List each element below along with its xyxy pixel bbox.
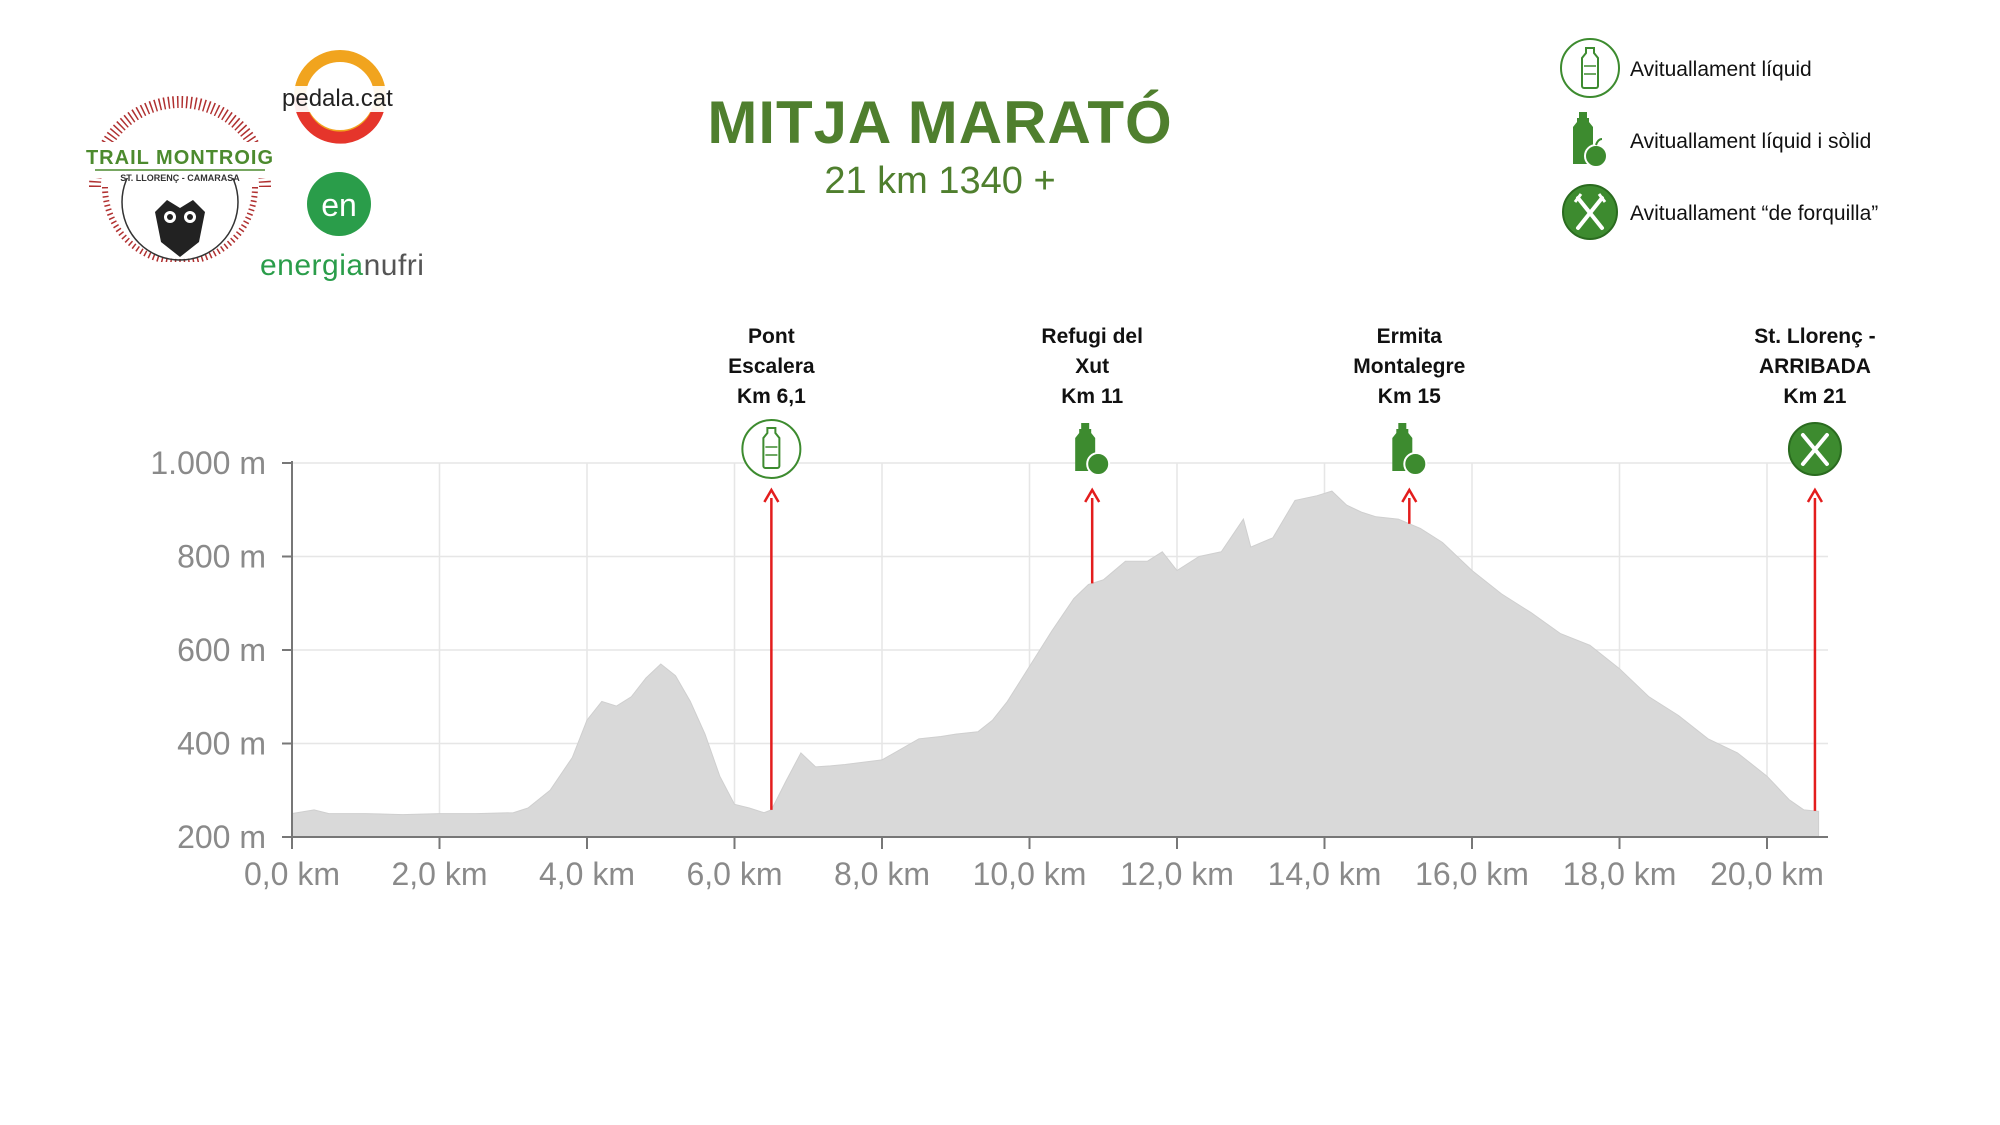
- owl-icon: [155, 200, 205, 257]
- energia-mark: en: [321, 187, 357, 223]
- elevation-profile-area: [291, 490, 1820, 838]
- aid-station-label: Xut: [1075, 355, 1109, 378]
- pedala-logo-text: pedala.cat: [282, 85, 393, 112]
- marker-arrow-head: [763, 487, 780, 503]
- fork-knife-icon: [1787, 422, 1842, 476]
- aid-station-label: Ermita: [1377, 325, 1443, 348]
- bottle-apple-icon: [1075, 423, 1111, 476]
- x-tick-label: 10,0 km: [973, 856, 1087, 892]
- y-tick-label: 600 m: [177, 632, 266, 668]
- legend-label-liquid: Avituallament líquid: [1630, 58, 1812, 81]
- aid-station-label: Km 11: [1061, 385, 1123, 408]
- aid-station-label: Pont: [748, 325, 795, 348]
- marker-arrow-head: [1084, 487, 1101, 503]
- water-bottle-icon: [1558, 36, 1622, 100]
- page-subtitle: 21 km 1340 +: [824, 160, 1056, 202]
- x-tick-label: 6,0 km: [686, 856, 782, 892]
- legend-item-liquid: Avituallament líquid: [1548, 36, 2000, 106]
- aid-station-label: Refugi del: [1041, 325, 1143, 348]
- trail-logo-line2: ST. LLORENÇ - CAMARASA: [120, 173, 240, 183]
- bottle-apple-icon: [1558, 108, 1622, 172]
- y-tick-label: 400 m: [177, 726, 266, 762]
- aid-station-label: Montalegre: [1353, 355, 1465, 378]
- energia-text-a: energia: [260, 249, 364, 282]
- x-tick-label: 0,0 km: [244, 856, 340, 892]
- legend-item-liquid-solid: Avituallament líquid i sòlid: [1548, 108, 2000, 178]
- y-tick-label: 200 m: [177, 819, 266, 855]
- legend-label-fork: Avituallament “de forquilla”: [1630, 202, 1879, 225]
- fork-knife-icon: [1558, 180, 1622, 244]
- marker-arrow-head: [1806, 487, 1824, 503]
- x-tick-label: 18,0 km: [1563, 856, 1677, 892]
- svg-text:energianufri: energianufri: [260, 249, 424, 282]
- legend-item-fork: Avituallament “de forquilla”: [1548, 180, 2000, 250]
- trail-montroig-logo: TRAIL MONTROIG ST. LLORENÇ - CAMARASA: [85, 92, 275, 265]
- aid-station-marker: Ermita Montalegre Km 15: [1353, 325, 1465, 524]
- x-tick-label: 16,0 km: [1415, 856, 1529, 892]
- aid-station-label: St. Llorenç -: [1754, 325, 1875, 348]
- x-tick-label: 4,0 km: [539, 856, 635, 892]
- energia-nufri-logo: en energianufri: [256, 170, 426, 285]
- bottle-apple-icon: [1392, 423, 1428, 476]
- y-tick-label: 1.000 m: [150, 445, 266, 481]
- water-bottle-icon: [741, 419, 802, 479]
- x-tick-label: 8,0 km: [834, 856, 930, 892]
- aid-station-label: Km 21: [1783, 385, 1846, 408]
- aid-station-marker: Refugi del Xut Km 11: [1041, 325, 1143, 584]
- aid-station-marker: Pont Escalera Km 6,1: [728, 325, 815, 810]
- legend-label-liquid-solid: Avituallament líquid i sòlid: [1630, 130, 1872, 153]
- marker-arrow-head: [1401, 487, 1418, 503]
- aid-station-label: Km 15: [1378, 385, 1441, 408]
- x-tick-label: 2,0 km: [391, 856, 487, 892]
- energia-text-b: nufri: [364, 249, 425, 282]
- page-title: MITJA MARATÓ: [707, 89, 1173, 156]
- y-tick-label: 800 m: [177, 539, 266, 575]
- aid-station-label: Km 6,1: [737, 385, 806, 408]
- aid-station-label: ARRIBADA: [1759, 355, 1871, 378]
- trail-logo-line1: TRAIL MONTROIG: [86, 147, 274, 169]
- x-tick-label: 12,0 km: [1120, 856, 1234, 892]
- aid-station-marker: St. Llorenç - ARRIBADA Km 21: [1754, 325, 1876, 811]
- pedala-logo: pedala.cat: [278, 48, 408, 148]
- x-tick-label: 14,0 km: [1268, 856, 1382, 892]
- aid-station-label: Escalera: [728, 355, 815, 378]
- x-tick-label: 20,0 km: [1710, 856, 1824, 892]
